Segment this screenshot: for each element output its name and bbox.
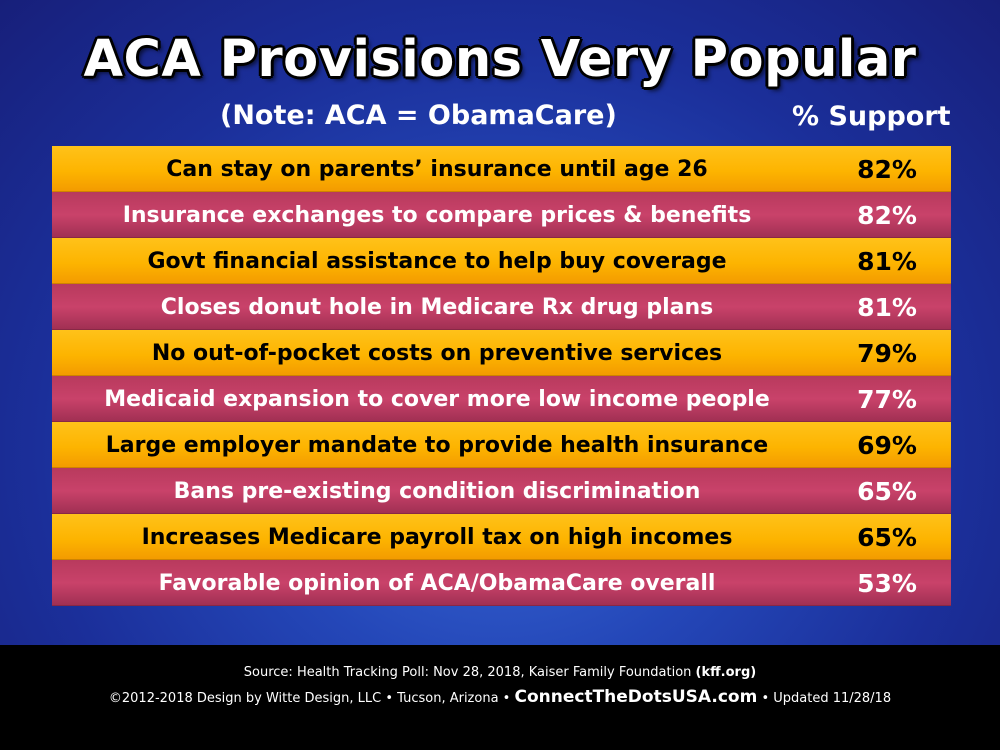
chart-subtitle: (Note: ACA = ObamaCare) xyxy=(220,100,617,131)
support-value: 65% xyxy=(857,476,917,506)
provision-label: Insurance exchanges to compare prices & … xyxy=(122,202,752,228)
table-row: Can stay on parents’ insurance until age… xyxy=(52,146,951,192)
provision-label: Large employer mandate to provide health… xyxy=(105,432,769,458)
table-row: Medicaid expansion to cover more low inc… xyxy=(52,376,951,422)
support-value: 69% xyxy=(857,430,917,460)
support-value: 77% xyxy=(857,384,917,414)
table-row: Bans pre-existing condition discriminati… xyxy=(52,468,951,514)
support-value: 65% xyxy=(857,522,917,552)
credit-line: ©2012-2018 Design by Witte Design, LLC •… xyxy=(0,687,1000,707)
provision-label: Can stay on parents’ insurance until age… xyxy=(166,156,708,182)
source-link[interactable]: (kff.org) xyxy=(695,665,757,680)
support-value: 79% xyxy=(857,338,917,368)
provision-label: Bans pre-existing condition discriminati… xyxy=(173,478,701,504)
table-row: No out-of-pocket costs on preventive ser… xyxy=(52,330,951,376)
support-value: 53% xyxy=(857,568,917,598)
support-value: 81% xyxy=(857,246,917,276)
support-value: 82% xyxy=(857,200,917,230)
provision-label: Medicaid expansion to cover more low inc… xyxy=(104,386,770,412)
source-line: Source: Health Tracking Poll: Nov 28, 20… xyxy=(0,665,1000,680)
support-value: 81% xyxy=(857,292,917,322)
provisions-table: Can stay on parents’ insurance until age… xyxy=(52,146,951,606)
table-row: Large employer mandate to provide health… xyxy=(52,422,951,468)
table-row: Closes donut hole in Medicare Rx drug pl… xyxy=(52,284,951,330)
footer: Source: Health Tracking Poll: Nov 28, 20… xyxy=(0,645,1000,750)
source-text: Source: Health Tracking Poll: Nov 28, 20… xyxy=(243,665,692,680)
updated-text: • Updated 11/28/18 xyxy=(761,691,892,706)
support-column-header: % Support xyxy=(792,101,951,132)
table-row: Favorable opinion of ACA/ObamaCare overa… xyxy=(52,560,951,606)
provision-label: No out-of-pocket costs on preventive ser… xyxy=(151,340,723,366)
provision-label: Govt financial assistance to help buy co… xyxy=(147,248,727,274)
provision-label: Increases Medicare payroll tax on high i… xyxy=(141,524,733,550)
table-row: Insurance exchanges to compare prices & … xyxy=(52,192,951,238)
site-link[interactable]: ConnectTheDotsUSA.com xyxy=(514,687,758,707)
chart-title: ACA Provisions Very Popular xyxy=(83,30,917,89)
support-value: 82% xyxy=(857,154,917,184)
table-row: Govt financial assistance to help buy co… xyxy=(52,238,951,284)
credit-text: ©2012-2018 Design by Witte Design, LLC •… xyxy=(108,691,511,706)
provision-label: Favorable opinion of ACA/ObamaCare overa… xyxy=(158,570,716,596)
table-row: Increases Medicare payroll tax on high i… xyxy=(52,514,951,560)
provision-label: Closes donut hole in Medicare Rx drug pl… xyxy=(160,294,714,320)
